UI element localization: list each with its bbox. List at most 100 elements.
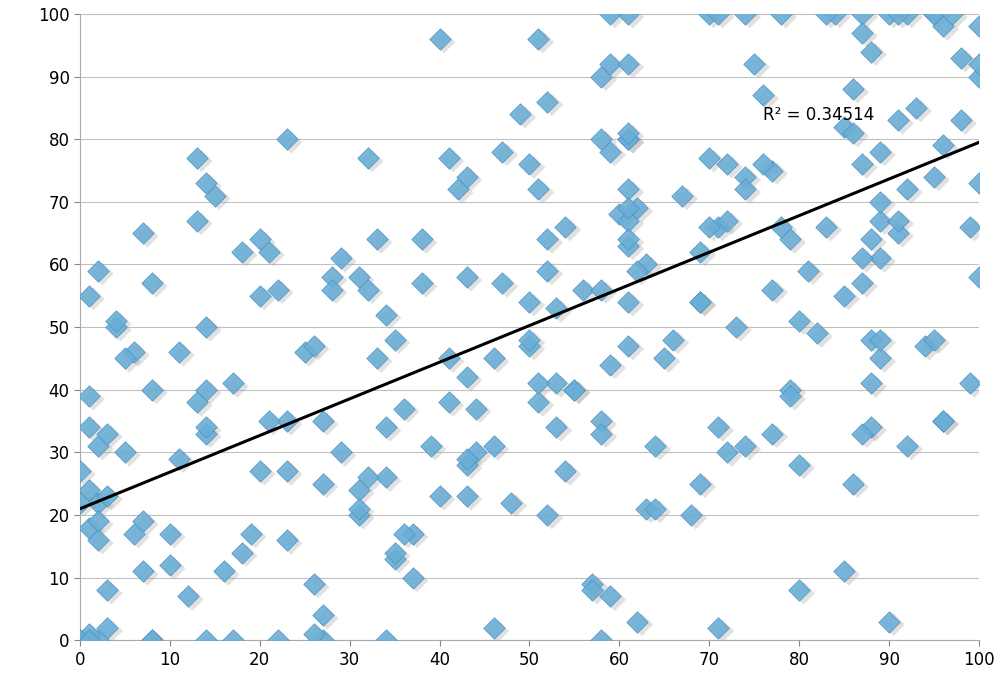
Point — [144, 278, 160, 289]
Point — [863, 334, 879, 345]
Point — [854, 159, 870, 170]
Point — [620, 234, 636, 245]
Point — [764, 284, 780, 295]
Point — [971, 177, 987, 189]
Point — [378, 422, 394, 433]
Point — [356, 512, 372, 523]
Point — [396, 528, 412, 539]
Point — [530, 33, 546, 45]
Point — [85, 638, 102, 649]
Point — [140, 569, 156, 580]
Point — [588, 582, 604, 593]
Point — [867, 49, 883, 61]
Point — [971, 271, 987, 283]
Point — [656, 353, 672, 364]
Point — [877, 356, 893, 367]
Point — [872, 334, 888, 345]
Point — [939, 24, 955, 35]
Point — [845, 84, 861, 95]
Point — [212, 193, 228, 205]
Point — [99, 491, 115, 502]
Point — [148, 387, 164, 398]
Point — [225, 378, 241, 389]
Point — [854, 428, 870, 439]
Text: R² = 0.34514: R² = 0.34514 — [763, 106, 874, 125]
Point — [975, 180, 991, 191]
Point — [697, 482, 713, 493]
Point — [647, 503, 663, 514]
Point — [633, 268, 649, 279]
Point — [521, 296, 537, 308]
Point — [836, 121, 852, 132]
Point — [284, 418, 300, 429]
Point — [831, 11, 847, 22]
Point — [872, 353, 888, 364]
Point — [306, 578, 322, 590]
Point — [99, 622, 115, 633]
Point — [387, 547, 403, 558]
Point — [495, 146, 510, 157]
Point — [606, 594, 623, 606]
Point — [396, 403, 412, 414]
Point — [315, 416, 331, 427]
Point — [705, 11, 721, 22]
Point — [597, 431, 613, 443]
Point — [81, 390, 97, 402]
Point — [410, 532, 426, 543]
Point — [769, 168, 785, 179]
Point — [135, 566, 151, 577]
Point — [633, 206, 649, 217]
Point — [926, 8, 942, 19]
Point — [822, 224, 838, 235]
Point — [464, 462, 480, 473]
Point — [423, 441, 439, 452]
Point — [356, 274, 372, 285]
Point — [113, 324, 128, 336]
Point — [320, 613, 336, 624]
Point — [176, 457, 192, 468]
Point — [530, 378, 546, 389]
Point — [795, 462, 811, 473]
Point — [867, 425, 883, 436]
Point — [620, 240, 636, 251]
Point — [710, 221, 726, 232]
Point — [387, 553, 403, 564]
Point — [72, 497, 88, 508]
Point — [787, 387, 803, 398]
Point — [570, 387, 586, 398]
Point — [849, 86, 865, 97]
Point — [795, 319, 811, 330]
Point — [284, 136, 300, 148]
Point — [669, 337, 685, 348]
Point — [755, 90, 771, 101]
Point — [877, 218, 893, 229]
Point — [77, 500, 92, 511]
Point — [525, 161, 541, 173]
Point — [625, 344, 641, 355]
Point — [773, 221, 789, 232]
Point — [279, 134, 295, 145]
Point — [606, 62, 623, 73]
Point — [94, 268, 111, 279]
Point — [360, 284, 376, 295]
Point — [77, 638, 92, 649]
Point — [710, 422, 726, 433]
Point — [750, 62, 766, 73]
Point — [890, 8, 906, 19]
Point — [822, 11, 838, 22]
Point — [279, 535, 295, 546]
Point — [94, 519, 111, 530]
Point — [85, 525, 102, 537]
Point — [930, 337, 946, 348]
Point — [320, 638, 336, 649]
Point — [759, 93, 775, 104]
Point — [490, 444, 505, 455]
Point — [144, 635, 160, 646]
Point — [351, 271, 367, 283]
Point — [360, 472, 376, 483]
Point — [629, 616, 645, 627]
Point — [525, 299, 541, 310]
Point — [705, 155, 721, 166]
Point — [441, 353, 457, 364]
Point — [593, 134, 609, 145]
